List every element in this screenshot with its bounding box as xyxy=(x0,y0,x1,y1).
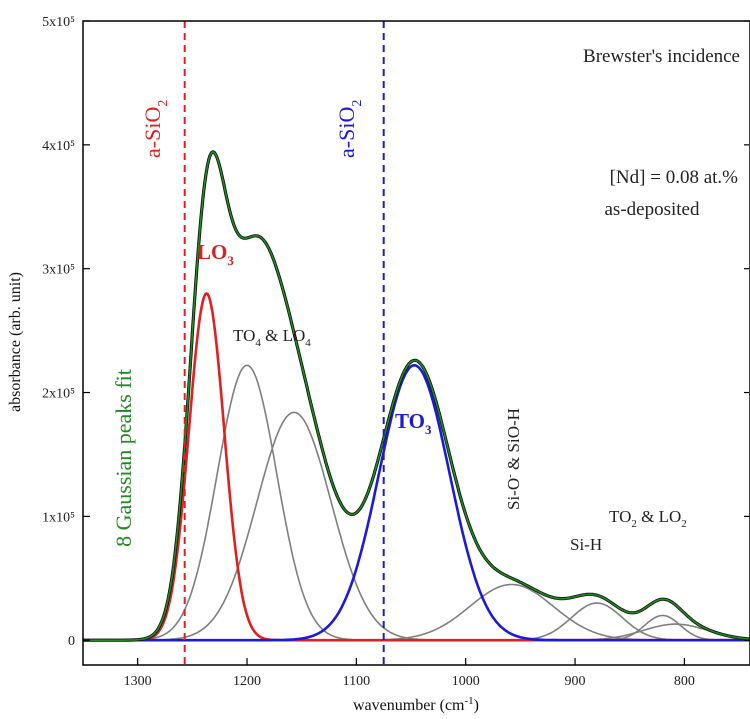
x-tick-label-1000: 1000 xyxy=(452,674,480,689)
y-tick-label-300000: 3x10⁵ xyxy=(42,263,75,278)
x-tick-label-1200: 1200 xyxy=(233,674,261,689)
gaussian-fit-line xyxy=(83,151,750,641)
x-tick-label-800: 800 xyxy=(674,674,695,689)
y-tick-label-0: 0 xyxy=(68,634,75,649)
plot-frame xyxy=(82,20,750,666)
ticks-layer: 1300 1200 1100 1000 900 800 0 1x10⁵ 2x10⁵ 3x10⁵ 4x… xyxy=(42,15,749,689)
to4-lo4-label: TO4 & LO4 xyxy=(233,326,311,349)
fit-label: 8 Gaussian peaks fit xyxy=(111,369,136,547)
y-tick-label-400000: 4x10⁵ xyxy=(42,139,75,154)
to3-label: TO3 xyxy=(395,409,432,437)
sio-label: Si-O- & SiO-H xyxy=(504,408,523,510)
nd-concentration-label: [Nd] = 0.08 at.% xyxy=(610,167,739,188)
x-tick-label-1300: 1300 xyxy=(124,674,152,689)
sih-label: Si-H xyxy=(570,535,602,554)
x-axis-title: wavenumber (cm-1) xyxy=(353,695,479,714)
incidence-label: Brewster's incidence xyxy=(583,46,740,67)
y-tick-label-100000: 1x10⁵ xyxy=(42,510,75,525)
as-deposited-label: as-deposited xyxy=(605,199,700,220)
lo3-label: LO3 xyxy=(197,240,234,268)
x-tick-label-1100: 1100 xyxy=(343,674,370,689)
y-tick-label-500000: 5x10⁵ xyxy=(42,15,75,30)
curves-layer xyxy=(83,150,750,642)
ref-line-label-blue: a-SiO2 xyxy=(334,100,365,158)
ref-line-label-red: a-SiO2 xyxy=(140,100,171,158)
peak-curve-to-1047 xyxy=(83,363,750,642)
to2-lo2-label: TO2 & LO2 xyxy=(609,507,687,530)
y-axis-title: absorbance (arb. unit) xyxy=(7,272,24,412)
y-tick-label-200000: 2x10⁵ xyxy=(42,387,75,402)
x-tick-label-900: 900 xyxy=(565,674,586,689)
